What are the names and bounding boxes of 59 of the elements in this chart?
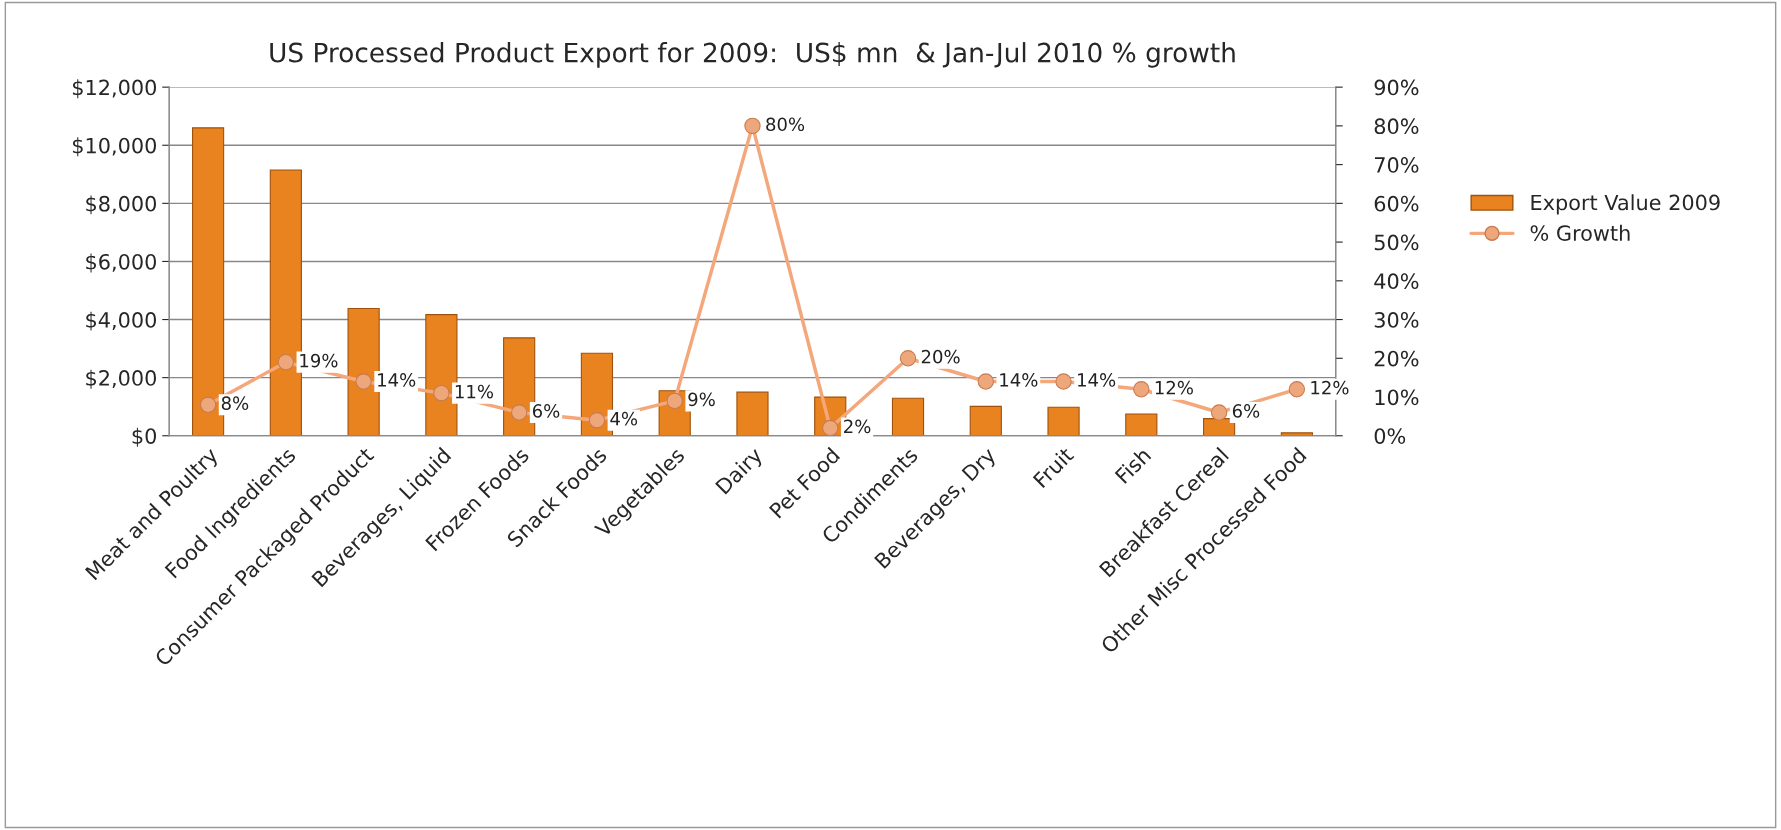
- bar: [347, 307, 380, 436]
- y2-tick-label: 80%: [1374, 118, 1419, 135]
- point: [511, 404, 528, 421]
- data-label: 20%: [921, 349, 960, 364]
- point: [433, 384, 450, 402]
- bar: [269, 169, 302, 436]
- point: [588, 412, 606, 429]
- data-label: 8%: [221, 396, 249, 410]
- y-tick-label: $12,000: [72, 79, 157, 99]
- point: [355, 373, 372, 390]
- y2-tick-label: 60%: [1374, 195, 1419, 212]
- data-label: 14%: [1000, 373, 1038, 387]
- bar: [736, 391, 769, 436]
- bar: [969, 405, 1002, 436]
- y-tick-label: $10,000: [72, 137, 157, 157]
- data-label: 14%: [1078, 373, 1116, 387]
- data-label: 12%: [1155, 380, 1193, 395]
- y2-tick-label: 40%: [1374, 273, 1419, 290]
- point: [822, 419, 839, 436]
- bar: [891, 397, 925, 436]
- data-label: 6%: [532, 404, 560, 418]
- data-label: 80%: [766, 117, 805, 132]
- point: [666, 392, 683, 410]
- y2-tick-label: 70%: [1374, 157, 1419, 173]
- chart-title: US Processed Product Export for 2009: US$ mn & Jan-Jul 2010 % growth: [270, 42, 1235, 68]
- x-tick-label: Fish: [1114, 446, 1152, 484]
- y-tick-label: $2,000: [86, 369, 157, 389]
- point: [744, 117, 761, 135]
- point: [277, 354, 295, 371]
- y2-tick-label: 20%: [1374, 350, 1419, 367]
- legend-label: % Growth: [1530, 224, 1630, 241]
- data-label: 6%: [1232, 404, 1260, 418]
- bar: [1125, 413, 1158, 436]
- point: [1133, 381, 1150, 398]
- data-label: 4%: [610, 411, 638, 426]
- y2-tick-label: 10%: [1375, 389, 1419, 406]
- y2-tick-label: 0%: [1374, 428, 1406, 444]
- bar: [425, 314, 458, 436]
- y-tick-label: $8,000: [86, 195, 157, 215]
- point: [977, 373, 994, 390]
- y2-tick-label: 50%: [1374, 234, 1419, 251]
- data-label: 9%: [688, 392, 715, 407]
- y-tick-label: $0: [132, 427, 157, 447]
- data-label: 14%: [378, 373, 416, 387]
- bar: [1047, 406, 1080, 436]
- point: [199, 396, 217, 413]
- point: [899, 350, 917, 367]
- point: [1055, 373, 1072, 390]
- y-tick-label: $6,000: [86, 253, 157, 273]
- data-label: 2%: [844, 419, 871, 434]
- y2-tick-label: 90%: [1374, 79, 1419, 96]
- data-label: 12%: [1311, 380, 1349, 395]
- point: [1288, 381, 1306, 398]
- legend-label: Export Value 2009: [1531, 194, 1720, 215]
- y-tick-label: $4,000: [86, 311, 157, 331]
- y2-tick-label: 30%: [1374, 312, 1419, 328]
- point: [1210, 404, 1228, 421]
- data-label: 11%: [455, 384, 494, 399]
- data-label: 19%: [300, 353, 338, 368]
